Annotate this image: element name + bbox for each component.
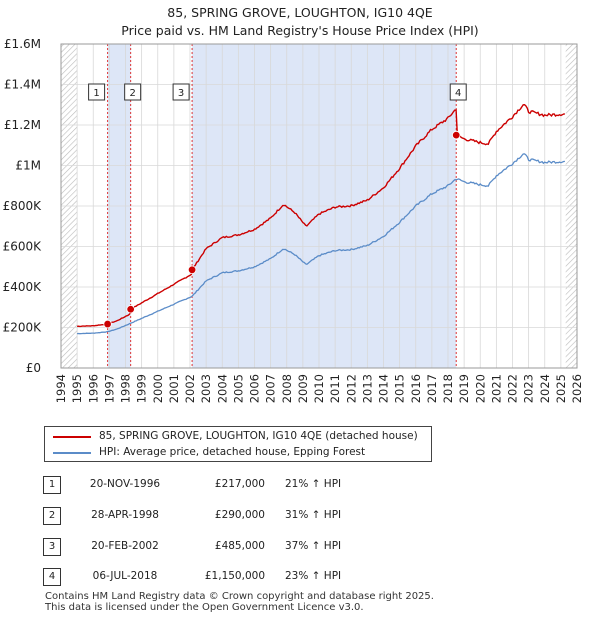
sale-label-number: 4 (455, 88, 461, 99)
x-tick-label: 2011 (328, 374, 342, 403)
x-tick-label: 2017 (425, 374, 439, 403)
sale-label-box (124, 83, 142, 101)
table-row: 1 20-NOV-1996 £217,000 21% ↑ HPI (0, 476, 600, 498)
transaction-number: 1 (43, 476, 61, 494)
x-tick-label: 1995 (70, 374, 84, 403)
sale-label-1: 1 (88, 83, 106, 101)
x-tick-label: 1996 (86, 374, 100, 403)
sale-label-box (449, 83, 467, 101)
x-tick-label: 2000 (151, 374, 165, 403)
legend-swatch-hpi (53, 452, 91, 454)
hpi-series-line (77, 153, 565, 335)
x-tick-label: 2024 (538, 374, 552, 403)
sale-point (187, 265, 197, 274)
y-tick-label: £1M (15, 159, 41, 173)
legend: 85, SPRING GROVE, LOUGHTON, IG10 4QE (de… (44, 426, 432, 462)
sale-label-number: 2 (129, 88, 135, 99)
table-row: 4 06-JUL-2018 £1,150,000 23% ↑ HPI (0, 568, 600, 590)
sale-point (452, 130, 461, 140)
x-tick-label: 2002 (183, 374, 197, 403)
x-tick-label: 2025 (554, 374, 568, 403)
table-row: 3 20-FEB-2002 £485,000 37% ↑ HPI (0, 538, 600, 560)
transaction-date: 20-FEB-2002 (91, 540, 159, 552)
x-tick-label: 1994 (54, 374, 68, 403)
transaction-date: 28-APR-1998 (91, 509, 159, 521)
sale-label-number: 1 (93, 88, 99, 99)
transaction-price: £217,000 (214, 478, 265, 490)
transaction-number: 4 (43, 568, 61, 586)
transaction-price: £290,000 (214, 509, 265, 521)
y-tick-label: £200K (3, 321, 43, 335)
legend-label-property: 85, SPRING GROVE, LOUGHTON, IG10 4QE (de… (99, 430, 418, 442)
footer-licence: This data is licensed under the Open Gov… (45, 602, 364, 613)
x-tick-label: 2004 (215, 374, 229, 403)
x-tick-label: 2023 (522, 374, 536, 403)
y-tick-label: £1.4M (4, 78, 41, 92)
x-tick-label: 2010 (312, 374, 326, 403)
sale-label-box (88, 83, 106, 101)
x-tick-label: 2001 (167, 374, 181, 403)
sale-label-number: 3 (178, 88, 184, 99)
x-tick-label: 2016 (409, 374, 423, 403)
legend-label-hpi: HPI: Average price, detached house, Eppi… (99, 446, 366, 458)
chart-subtitle: Price paid vs. HM Land Registry's House … (121, 23, 479, 38)
footer-copyright: Contains HM Land Registry data © Crown c… (45, 591, 434, 602)
x-tick-label: 2008 (280, 374, 294, 403)
transaction-hpi: 23% ↑ HPI (285, 570, 342, 582)
y-tick-label: £1.6M (4, 37, 41, 51)
x-tick-label: 2015 (393, 374, 407, 403)
y-tick-label: £1.2M (4, 118, 41, 132)
transaction-price: £485,000 (214, 540, 265, 552)
x-tick-label: 2005 (231, 374, 245, 403)
x-tick-label: 1998 (119, 374, 133, 403)
sale-point (103, 319, 112, 329)
transaction-hpi: 37% ↑ HPI (285, 540, 342, 552)
transaction-date: 06-JUL-2018 (92, 570, 158, 582)
sale-label-3: 3 (172, 83, 190, 101)
sale-label-box (172, 83, 190, 101)
transaction-price: £1,150,000 (204, 570, 265, 582)
x-tick-label: 2013 (360, 374, 374, 403)
x-tick-label: 2009 (296, 374, 310, 403)
x-tick-label: 2012 (344, 374, 358, 403)
y-tick-label: £800K (3, 199, 43, 213)
x-tick-label: 2014 (377, 374, 391, 403)
transaction-number: 2 (43, 507, 61, 525)
sale-label-2: 2 (124, 83, 142, 101)
x-tick-label: 2003 (199, 374, 213, 403)
x-tick-label: 2020 (473, 374, 487, 403)
transaction-date: 20-NOV-1996 (89, 478, 161, 490)
sale-label-4: 4 (449, 83, 467, 101)
x-tick-label: 2022 (506, 374, 520, 403)
table-row: 2 28-APR-1998 £290,000 31% ↑ HPI (0, 507, 600, 529)
transaction-number: 3 (43, 538, 61, 556)
price-chart: 1 2 3 4 £0 £200K £400K £600K £800K £1M £1.2M £1.4M £… (3, 37, 584, 403)
y-tick-label: £600K (3, 240, 43, 254)
x-tick-label: 2018 (441, 374, 455, 403)
x-tick-label: 1997 (102, 374, 116, 403)
plot-border (60, 43, 578, 369)
chart-title: 85, SPRING GROVE, LOUGHTON, IG10 4QE (167, 5, 433, 20)
x-tick-label: 2006 (248, 374, 262, 403)
x-tick-label: 2019 (457, 374, 471, 403)
sale-point (126, 305, 135, 314)
property-series-line (77, 103, 565, 328)
x-tick-label: 1999 (135, 374, 149, 403)
legend-swatch-property (53, 436, 91, 438)
transaction-hpi: 21% ↑ HPI (285, 478, 342, 490)
y-tick-label: £400K (3, 280, 43, 294)
x-tick-label: 2007 (264, 374, 278, 403)
y-tick-label: £0 (26, 361, 41, 375)
x-tick-label: 2026 (570, 374, 584, 403)
x-tick-label: 2021 (489, 374, 503, 403)
transaction-hpi: 31% ↑ HPI (285, 509, 342, 521)
